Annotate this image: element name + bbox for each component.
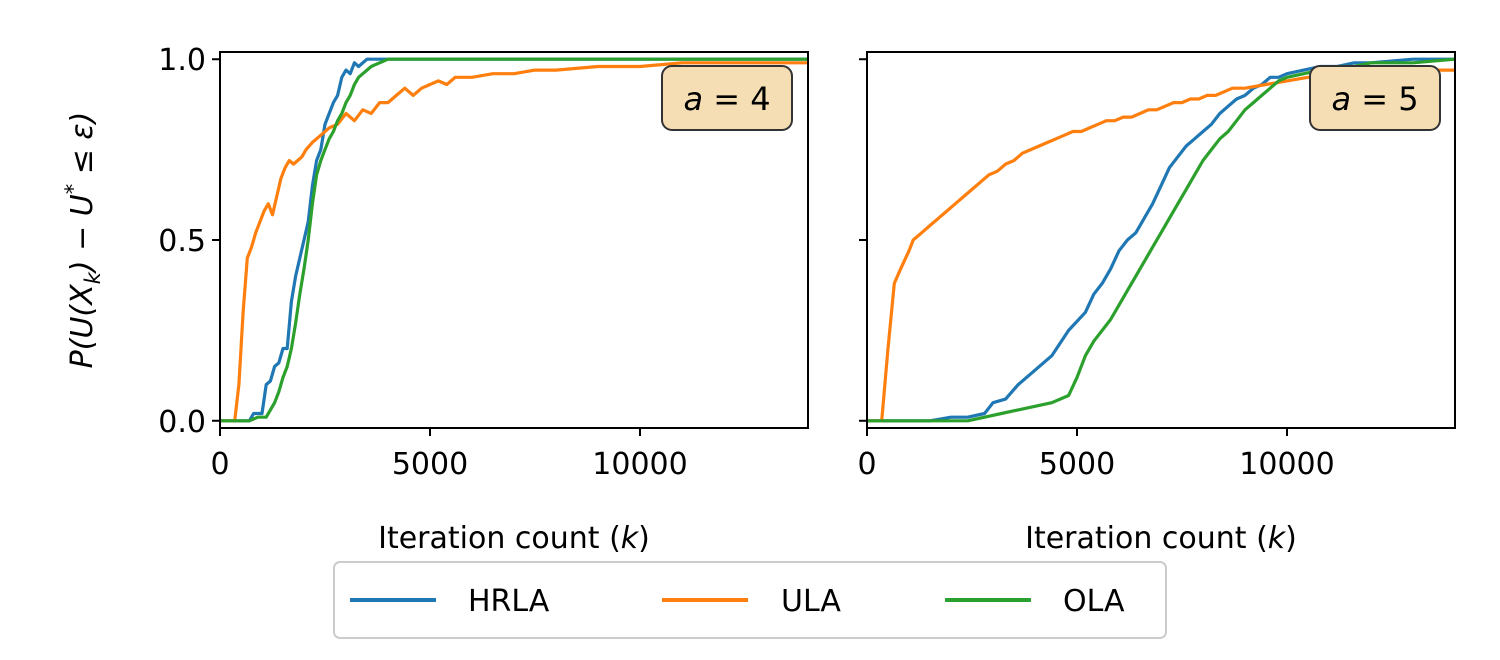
x-tick-label-panel-0: 0 bbox=[210, 447, 229, 482]
panel-a5-x-axis-title: Iteration count (k) bbox=[1025, 521, 1297, 556]
y-tick-label-panel-0: 0.0 bbox=[158, 405, 206, 440]
legend-box bbox=[333, 561, 1167, 639]
panel-a5: 0 5000 10000 a = 5 Iteration count (k) bbox=[857, 51, 1456, 556]
legend-label-hrla: HRLA bbox=[468, 584, 550, 619]
panel-a5-annotation-box bbox=[1309, 65, 1441, 131]
x-tick-label-panel-0: 10000 bbox=[592, 447, 687, 482]
panel-a5-series bbox=[867, 57, 1455, 423]
panel-a4-annotation: a = 4 bbox=[683, 80, 770, 118]
legend: HRLA ULA OLA bbox=[333, 561, 1167, 639]
x-tick-label-panel-0: 5000 bbox=[392, 447, 468, 482]
y-tick-label-panel-0: 1.0 bbox=[158, 43, 206, 78]
series-line-ula-panel-1 bbox=[867, 68, 1455, 423]
x-tick-label-panel-1: 10000 bbox=[1239, 447, 1334, 482]
panel-a4: 0 5000 10000 0.0 0.5 1.0 a = 4 Iteration coun… bbox=[158, 43, 809, 556]
panel-a4-x-axis-title: Iteration count (k) bbox=[378, 521, 650, 556]
legend-label-ula: ULA bbox=[781, 584, 841, 619]
series-line-ola-panel-0 bbox=[220, 57, 808, 423]
y-axis-title: P(U(Xk) − U* ≤ ε) bbox=[61, 112, 105, 369]
series-line-hrla-panel-0 bbox=[220, 57, 808, 423]
legend-label-ola: OLA bbox=[1063, 584, 1125, 619]
panel-a5-annotation: a = 5 bbox=[1331, 80, 1418, 118]
x-tick-label-panel-1: 0 bbox=[857, 447, 876, 482]
series-line-hrla-panel-1 bbox=[867, 57, 1455, 423]
series-line-ola-panel-1 bbox=[867, 57, 1455, 423]
series-line-ula-panel-0 bbox=[220, 61, 808, 423]
panel-a4-annotation-box bbox=[661, 65, 793, 131]
panel-a4-ticks: 0 5000 10000 0.0 0.5 1.0 bbox=[158, 43, 687, 482]
panel-a5-ticks: 0 5000 10000 bbox=[857, 58, 1335, 482]
panel-a4-series bbox=[220, 57, 808, 423]
y-tick-label-panel-0: 0.5 bbox=[158, 224, 206, 259]
x-tick-label-panel-1: 5000 bbox=[1039, 447, 1115, 482]
